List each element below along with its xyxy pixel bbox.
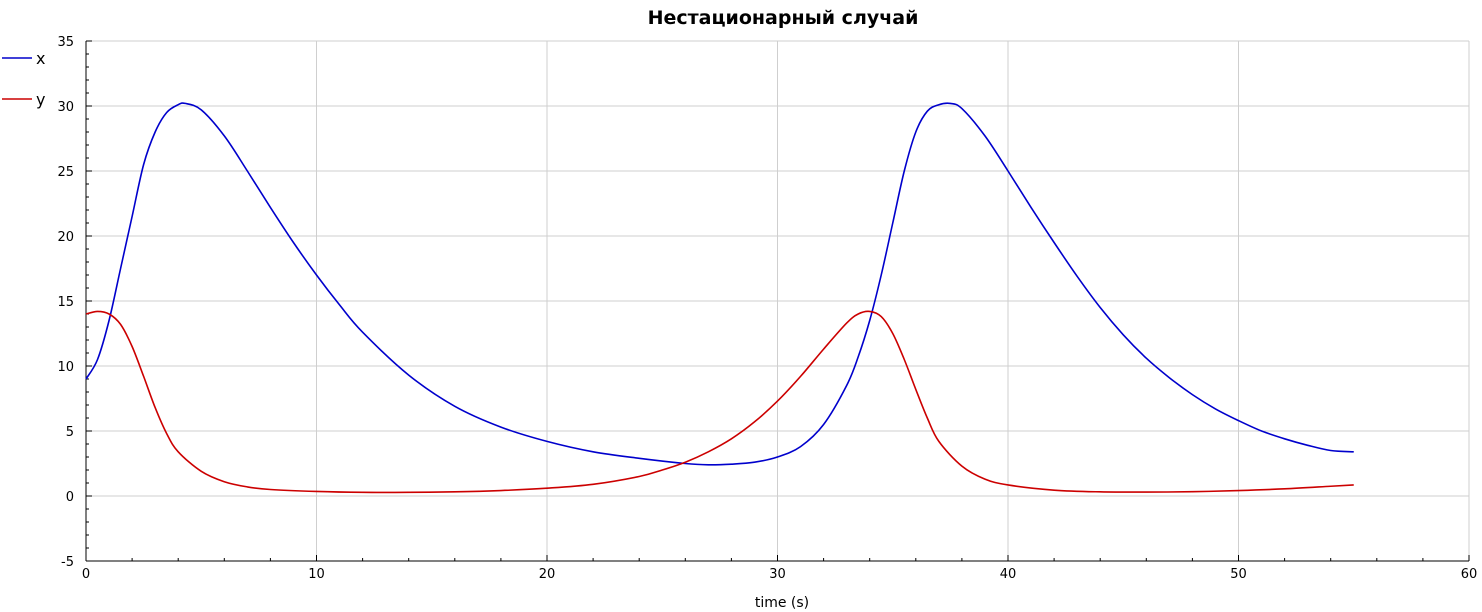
x-axis-ticks: 0 10 20 30 40 50 60	[82, 567, 1477, 582]
x-tick-label: 50	[1230, 567, 1247, 582]
chart-title: Нестационарный случай	[648, 7, 919, 29]
legend: xy	[2, 49, 45, 109]
axes	[85, 40, 1470, 562]
y-tick-label: 30	[57, 100, 74, 115]
y-axis-ticks: -5 0 5 10 15 20 25 30 35	[57, 35, 74, 570]
y-tick-label: 10	[57, 360, 74, 375]
x-tick-label: 30	[769, 567, 786, 582]
x-tick-label: 40	[1000, 567, 1017, 582]
y-tick-label: -5	[61, 555, 74, 570]
y-tick-label: 20	[57, 230, 74, 245]
x-tick-label: 60	[1461, 567, 1478, 582]
y-tick-label: 0	[66, 490, 74, 505]
grid	[85, 40, 1470, 562]
y-tick-label: 35	[57, 35, 74, 50]
x-tick-label: 0	[82, 567, 90, 582]
series-group	[85, 102, 1354, 494]
y-tick-label: 15	[57, 295, 74, 310]
y-tick-label: 5	[66, 425, 74, 440]
series-line-x	[85, 102, 1354, 466]
x-axis-label: time (s)	[755, 595, 809, 611]
series-line-y	[85, 310, 1354, 494]
x-tick-label: 20	[539, 567, 556, 582]
legend-label-y: y	[36, 90, 45, 109]
legend-label-x: x	[36, 49, 45, 68]
x-tick-label: 10	[308, 567, 325, 582]
y-tick-label: 25	[57, 165, 74, 180]
